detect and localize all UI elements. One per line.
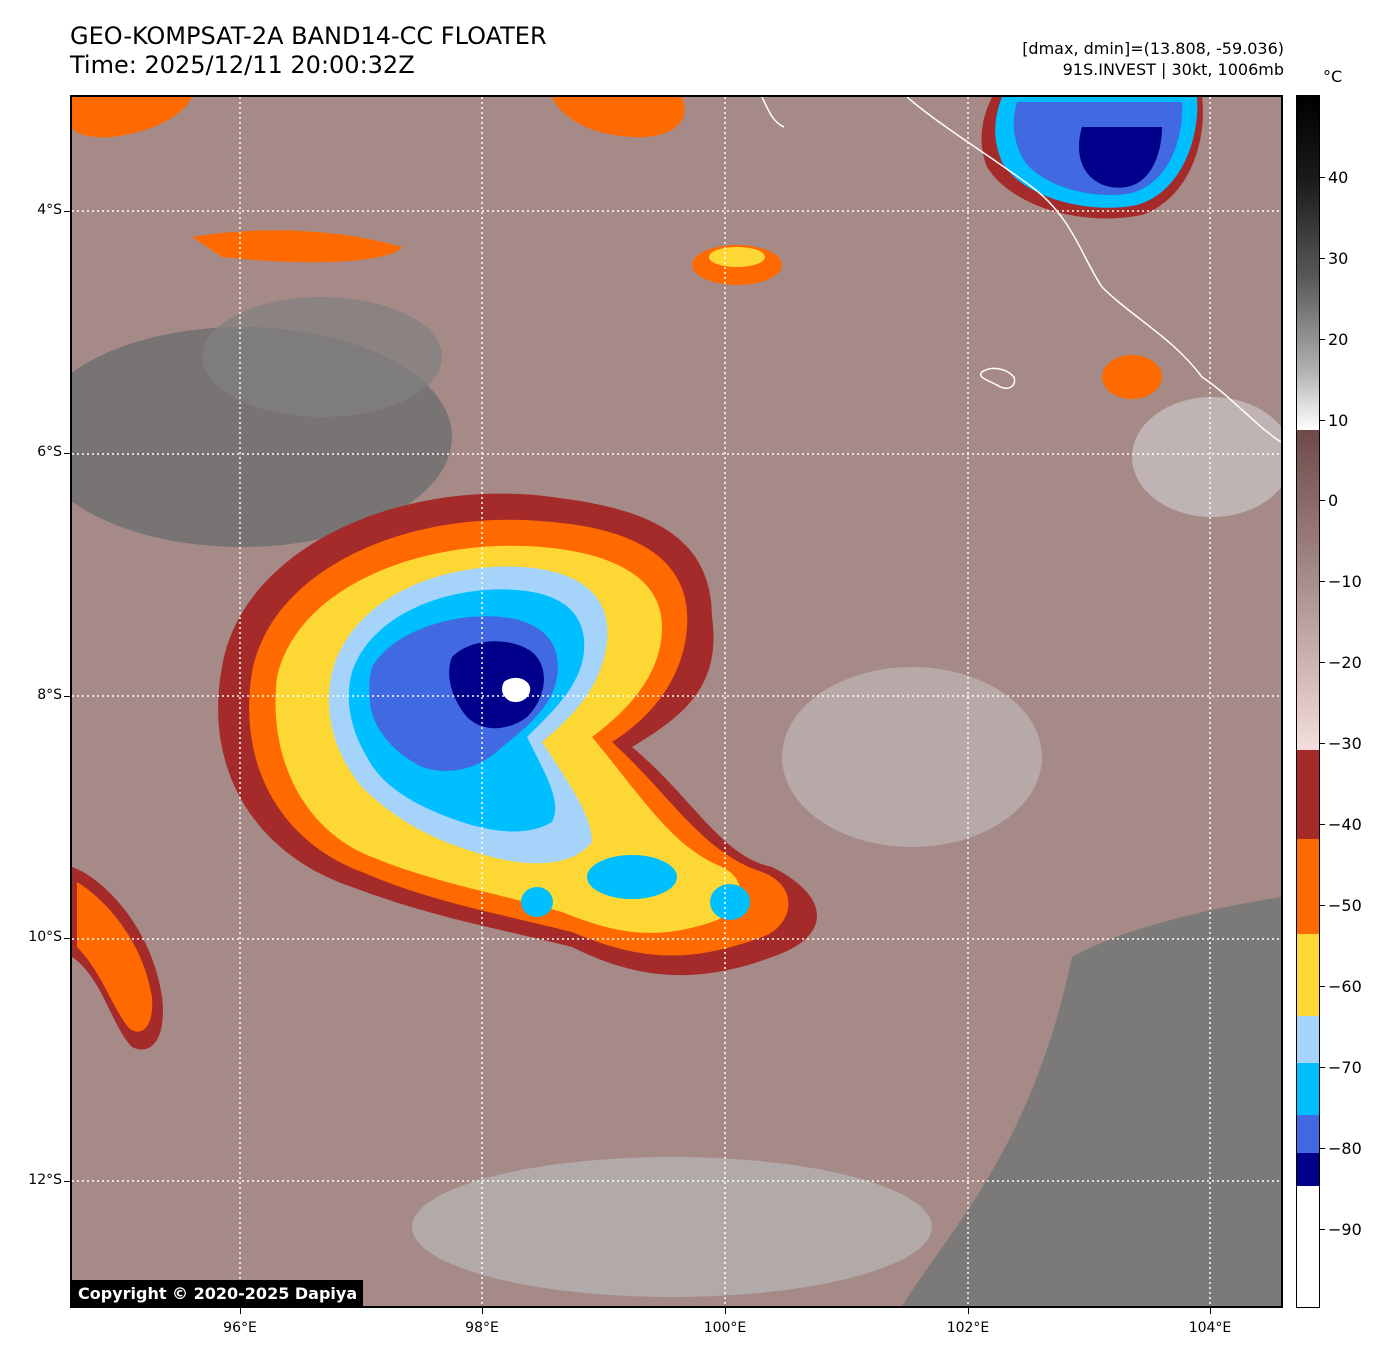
low-cloud-island [1132, 397, 1281, 517]
title-product: GEO-KOMPSAT-2A BAND14-CC FLOATER [70, 22, 547, 50]
lon-label-100e: 100°E [703, 1320, 747, 1336]
colorbar-tick [1320, 905, 1325, 906]
colorbar-label: −50 [1328, 896, 1362, 915]
lon-tick [482, 1308, 483, 1314]
lat-label-12s: 12°S [28, 1172, 62, 1188]
colorbar-label: 40 [1328, 168, 1349, 187]
lon-label-102e: 102°E [946, 1320, 990, 1336]
colorbar-segment-royalblue [1297, 1115, 1319, 1153]
tail-cell-cyan-east [710, 884, 750, 920]
colorbar-tick [1320, 1229, 1325, 1230]
lat-tick [64, 696, 70, 697]
low-cloud-east [782, 667, 1042, 847]
colorbar-unit: °C [1323, 67, 1343, 86]
colorbar-segment-red [1297, 750, 1319, 839]
colorbar-segment-yellow [1297, 934, 1319, 1016]
colorbar-tick [1320, 1067, 1325, 1068]
lat-tick [64, 938, 70, 939]
colorbar-label: −10 [1328, 572, 1362, 591]
storm-stats: 91S.INVEST | 30kt, 1006mb [1062, 60, 1284, 79]
n-cell-small-yellow [709, 247, 765, 267]
colorbar-label: 20 [1328, 330, 1349, 349]
colorbar-tick [1320, 1148, 1325, 1149]
nw-band-orange [192, 230, 402, 263]
storm-info: [dmax, dmin]=(13.808, -59.036) 91S.INVES… [1022, 38, 1284, 80]
lat-label-6s: 6°S [37, 444, 62, 460]
tail-cell-cyan [587, 855, 677, 899]
colorbar-tick [1320, 339, 1325, 340]
storm-core-navy [449, 641, 544, 729]
lon-tick [968, 1308, 969, 1314]
colorbar-label: −30 [1328, 734, 1362, 753]
n-cell-orange [552, 97, 685, 138]
lat-label-4s: 4°S [37, 202, 62, 218]
title-time: Time: 2025/12/11 20:00:32Z [70, 51, 415, 79]
colorbar-segment-cyan [1297, 1063, 1319, 1115]
lat-tick [64, 211, 70, 212]
coastline-sumatra [906, 97, 1281, 443]
colorbar-segment-orange [1297, 839, 1319, 934]
lat-label-8s: 8°S [37, 687, 62, 703]
clear-area-southeast [902, 897, 1281, 1306]
lat-tick [64, 453, 70, 454]
colorbar-label: 0 [1328, 491, 1339, 510]
colorbar-tick [1320, 743, 1325, 744]
lon-label-98e: 98°E [465, 1320, 499, 1336]
lon-tick [1210, 1308, 1211, 1314]
satellite-imagery [72, 97, 1281, 1306]
lon-label-104e: 104°E [1188, 1320, 1232, 1336]
colorbar-segment-brown [1297, 430, 1319, 750]
lat-tick [64, 1181, 70, 1182]
lon-tick [240, 1308, 241, 1314]
colorbar-tick [1320, 824, 1325, 825]
colorbar-label: −60 [1328, 977, 1362, 996]
chart-title: GEO-KOMPSAT-2A BAND14-CC FLOATER Time: 2… [70, 22, 547, 80]
colorbar-tick [1320, 258, 1325, 259]
colorbar-label: 10 [1328, 411, 1349, 430]
copyright-badge: Copyright © 2020-2025 Dapiya [72, 1280, 364, 1306]
colorbar-tick [1320, 177, 1325, 178]
colorbar-tick [1320, 581, 1325, 582]
colorbar-label: −80 [1328, 1139, 1362, 1158]
lat-label-10s: 10°S [28, 929, 62, 945]
lon-tick [725, 1308, 726, 1314]
clear-area-north [202, 297, 442, 417]
colorbar-label: −90 [1328, 1220, 1362, 1239]
colorbar-label: −40 [1328, 815, 1362, 834]
data-range: [dmax, dmin]=(13.808, -59.036) [1022, 39, 1284, 58]
colorbar-label: −20 [1328, 653, 1362, 672]
colorbar-segment-navy [1297, 1153, 1319, 1186]
colorbar-tick [1320, 500, 1325, 501]
coastline-island-north [761, 97, 785, 128]
low-cloud-south [412, 1157, 932, 1297]
colorbar-segment-lightblue [1297, 1016, 1319, 1063]
colorbar-tick [1320, 986, 1325, 987]
colorbar-segment-gray [1297, 96, 1319, 430]
lon-label-96e: 96°E [223, 1320, 257, 1336]
lat-lon-grid [72, 97, 1281, 1306]
temperature-colorbar [1296, 95, 1320, 1308]
colorbar-tick [1320, 662, 1325, 663]
colorbar-tick [1320, 420, 1325, 421]
w-band-orange [77, 882, 153, 1032]
colorbar-label: 30 [1328, 249, 1349, 268]
colorbar-segment-white [1297, 1186, 1319, 1307]
nw-cell-orange [72, 97, 192, 138]
colorbar-label: −70 [1328, 1058, 1362, 1077]
tail-cell-cyan-west [521, 887, 553, 917]
satellite-map: Copyright © 2020-2025 Dapiya [70, 95, 1283, 1308]
coastline-island-enggano [980, 367, 1016, 389]
e-cell-orange [1102, 355, 1162, 399]
ne-cloud-navy [1078, 127, 1162, 188]
